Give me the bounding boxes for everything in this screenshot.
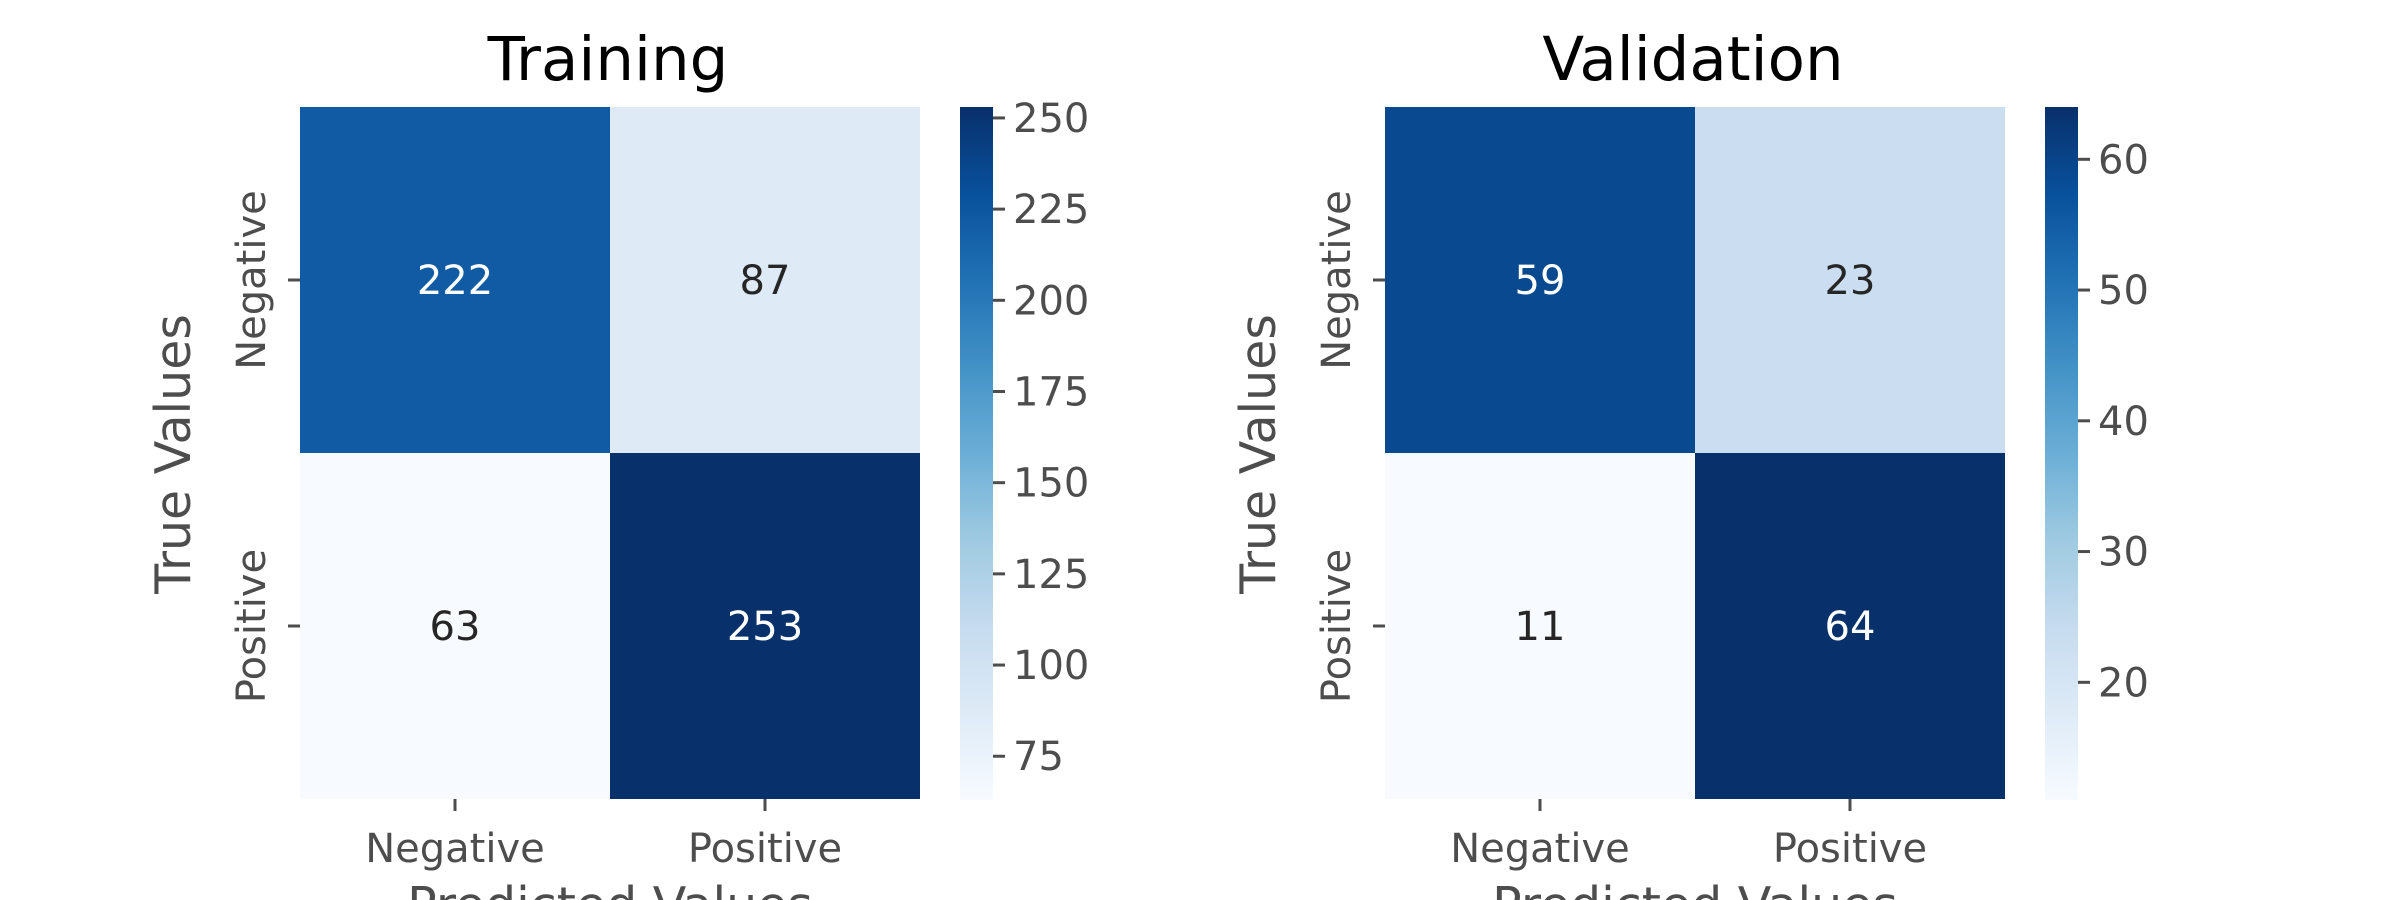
heatmap-cell — [300, 453, 610, 799]
colorbar-tick-label: 250 — [1013, 96, 1089, 142]
colorbar-tick-label: 75 — [1013, 734, 1064, 780]
heatmap-cell — [1385, 107, 1695, 453]
heatmap-cell — [1385, 453, 1695, 799]
cell-value-label: 253 — [727, 604, 803, 650]
colorbar-tick-label: 60 — [2098, 137, 2149, 183]
y-tick-label: Negative — [1314, 190, 1360, 370]
heatmap-panel-1: Training 222 87 63 253 Negative Positive Negati… — [145, 24, 1089, 900]
y-axis-label: True Values — [145, 314, 202, 595]
y-tick-label: Positive — [1314, 549, 1360, 703]
heatmap-panel-2: Validation 59 23 11 64 Negative Positive Negati… — [1230, 24, 2149, 900]
colorbar-tick-label: 40 — [2098, 399, 2149, 445]
colorbar-tick-label: 175 — [1013, 369, 1089, 415]
cell-value-label: 23 — [1825, 258, 1876, 304]
x-tick-label: Negative — [1450, 826, 1630, 872]
colorbar-tick-label: 50 — [2098, 268, 2149, 314]
colorbar-tick-label: 200 — [1013, 278, 1089, 324]
heatmap-cell — [1695, 453, 2005, 799]
colorbar-tick-label: 100 — [1013, 643, 1089, 689]
heatmap-cell — [1695, 107, 2005, 453]
x-tick-label: Positive — [688, 826, 842, 872]
heatmap-cell — [610, 107, 920, 453]
x-axis-label: Predicted Values — [407, 877, 813, 900]
colorbar-tick-label: 20 — [2098, 660, 2149, 706]
colorbar-tick-label: 225 — [1013, 187, 1089, 233]
cell-value-label: 222 — [417, 258, 493, 304]
cell-value-label: 11 — [1515, 604, 1566, 650]
cell-value-label: 63 — [430, 604, 481, 650]
cell-value-label: 64 — [1825, 604, 1876, 650]
colorbar-tick-label: 150 — [1013, 461, 1089, 507]
colorbar-tick-label: 125 — [1013, 552, 1089, 598]
chart-title: Training — [487, 24, 729, 95]
cell-value-label: 87 — [740, 258, 791, 304]
y-tick-label: Positive — [229, 549, 275, 703]
chart-title: Validation — [1542, 24, 1843, 95]
heatmap-cell — [610, 453, 920, 799]
y-tick-label: Negative — [229, 190, 275, 370]
x-tick-label: Negative — [365, 826, 545, 872]
x-axis-label: Predicted Values — [1492, 877, 1898, 900]
colorbar — [2045, 107, 2078, 800]
colorbar-tick-label: 30 — [2098, 530, 2149, 576]
y-axis-label: True Values — [1230, 314, 1287, 595]
colorbar — [960, 107, 993, 800]
x-tick-label: Positive — [1773, 826, 1927, 872]
heatmap-cell — [300, 107, 610, 453]
cell-value-label: 59 — [1515, 258, 1566, 304]
